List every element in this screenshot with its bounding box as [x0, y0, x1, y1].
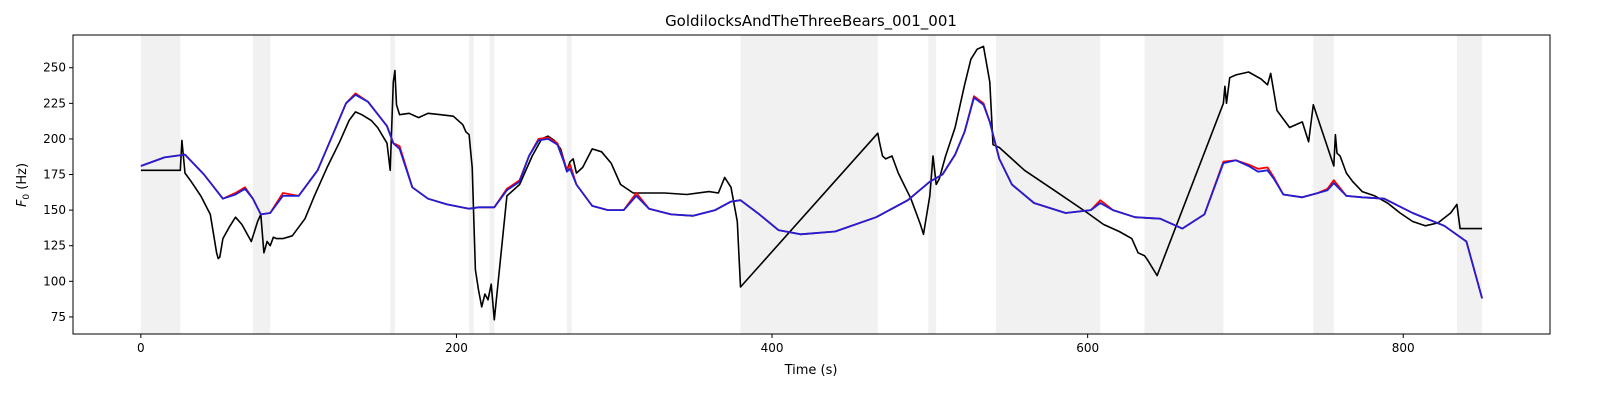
y-tick-label: 250: [43, 61, 66, 75]
shaded-region-9: [1144, 35, 1224, 334]
y-axis-label: F0 (Hz): [15, 163, 32, 207]
shaded-region-6: [740, 35, 878, 334]
shaded-region-11: [1456, 35, 1483, 334]
shaded-region-1: [252, 35, 271, 334]
y-tick-label: 200: [43, 132, 66, 146]
voiceless-shaded-regions: [140, 35, 1483, 334]
shaded-region-8: [996, 35, 1101, 334]
plot-frame: [72, 34, 1551, 335]
y-axis-label-symbol: F: [15, 199, 30, 207]
x-tick-label: 600: [1076, 341, 1099, 355]
shaded-region-7: [928, 35, 937, 334]
x-axis-ticks: 0 200 400 600 800: [137, 334, 1415, 355]
shaded-region-2: [390, 35, 395, 334]
chart-title: GoldilocksAndTheThreeBears_001_001: [665, 12, 957, 31]
x-tick-label: 200: [445, 341, 468, 355]
y-tick-label: 225: [43, 96, 66, 110]
y-axis-ticks: 75 100 125 150 175 200 225 250: [43, 61, 73, 324]
shaded-region-10: [1313, 35, 1334, 334]
f0-model-blue-line: [140, 93, 1483, 299]
shaded-region-4: [489, 35, 495, 334]
y-tick-label: 150: [43, 203, 66, 217]
y-tick-label: 75: [51, 310, 66, 324]
shaded-region-0: [140, 35, 181, 334]
data-series: [140, 45, 1483, 321]
x-tick-label: 0: [137, 341, 145, 355]
shaded-region-3: [469, 35, 474, 334]
shaded-region-5: [566, 35, 572, 334]
y-tick-label: 175: [43, 168, 66, 182]
x-tick-label: 800: [1392, 341, 1415, 355]
y-axis-label-subscript: 0: [22, 194, 32, 200]
x-axis-label: Time (s): [784, 363, 838, 378]
x-tick-label: 400: [761, 341, 784, 355]
y-tick-label: 100: [43, 274, 66, 288]
f0-measured-line: [140, 45, 1483, 321]
y-axis-label-unit: (Hz): [15, 163, 30, 194]
y-tick-label: 125: [43, 239, 66, 253]
